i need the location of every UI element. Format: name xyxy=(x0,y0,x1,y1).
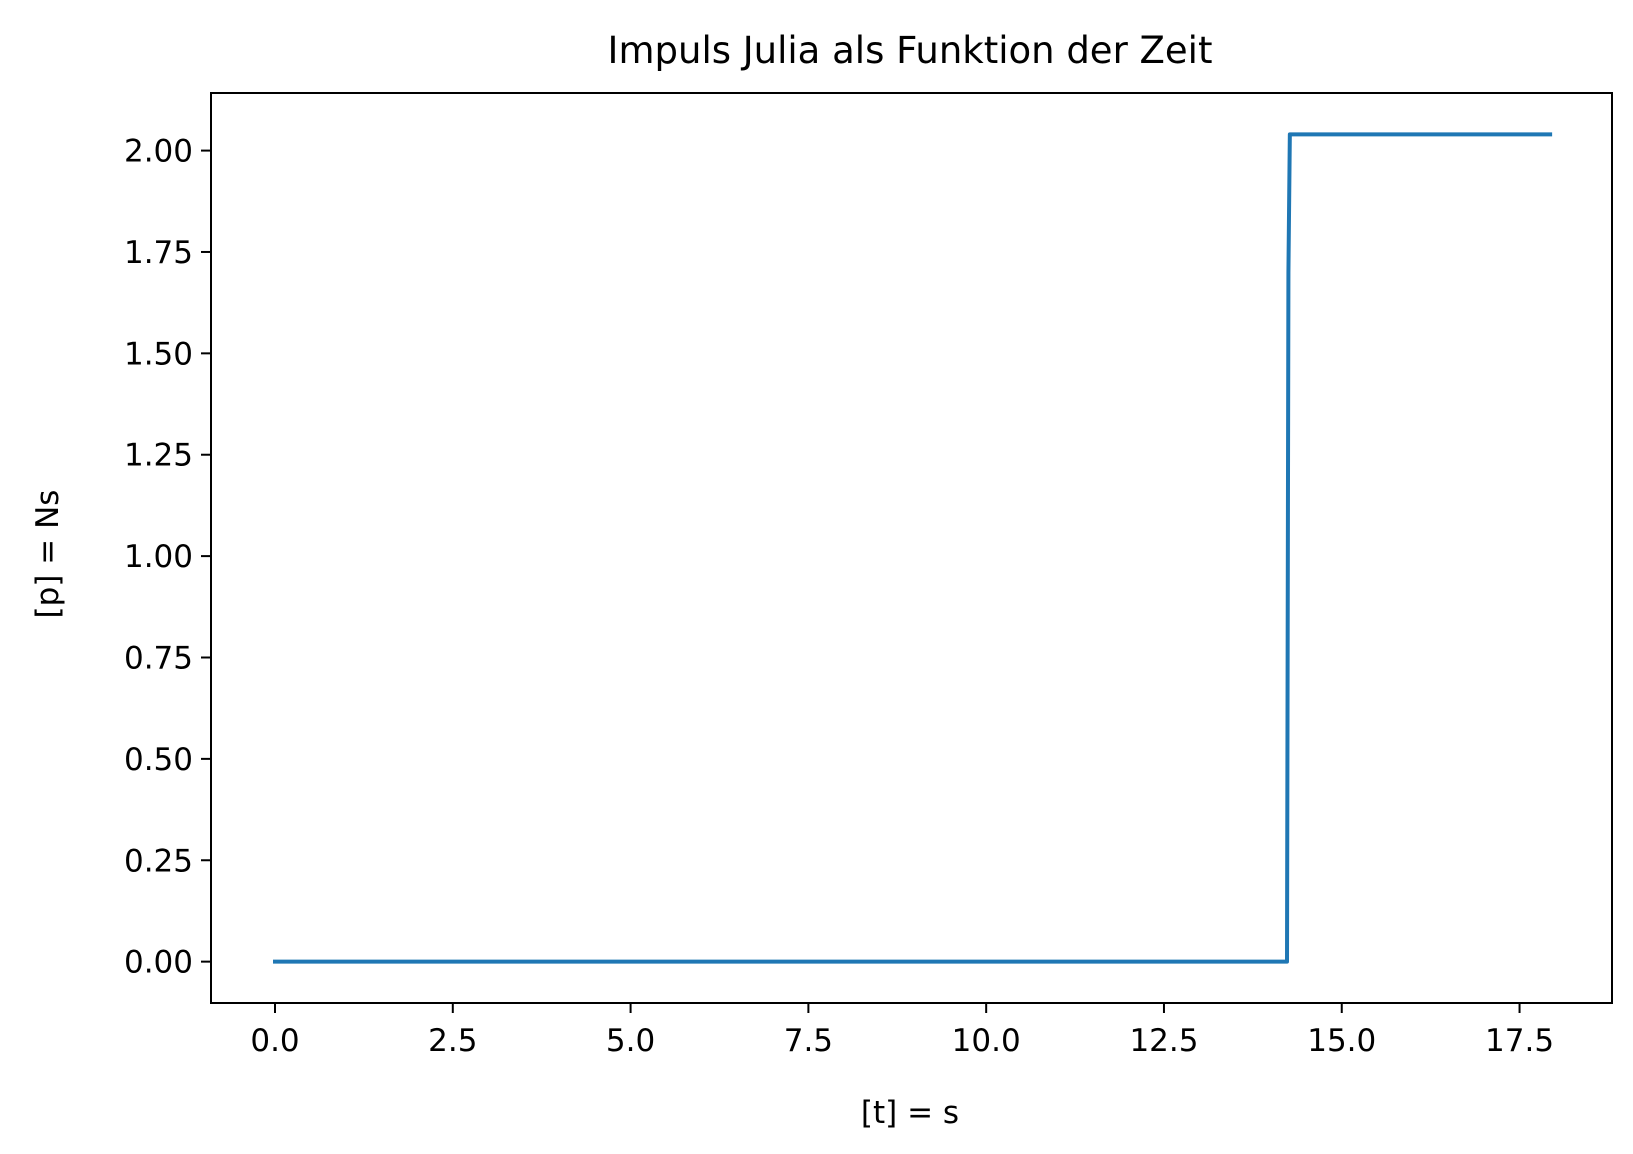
y-tick-label: 1.00 xyxy=(124,539,193,575)
plot-area xyxy=(273,132,1553,964)
y-tick-label: 1.75 xyxy=(124,235,193,271)
series-line xyxy=(273,132,1553,964)
axes-frame xyxy=(210,92,1613,1004)
x-tick-label: 17.5 xyxy=(1485,1023,1554,1059)
y-tick-label: 0.25 xyxy=(124,843,193,879)
x-tick-label: 12.5 xyxy=(1129,1023,1198,1059)
x-tick-label: 2.5 xyxy=(428,1023,477,1059)
x-tick-label: 15.0 xyxy=(1307,1023,1376,1059)
x-tick-label: 7.5 xyxy=(784,1023,833,1059)
y-tick-label: 2.00 xyxy=(124,134,193,170)
x-axis-ticks: 0.0 2.5 5.0 7.5 10.0 12.5 15.0 17.5 xyxy=(250,1003,1554,1059)
y-tick-label: 0.00 xyxy=(124,945,193,981)
chart-title: Impuls Julia als Funktion der Zeit xyxy=(608,29,1213,72)
y-tick-label: 1.25 xyxy=(124,438,193,474)
x-axis-label: [t] = s xyxy=(861,1095,959,1131)
y-tick-label: 0.75 xyxy=(124,640,193,676)
x-tick-label: 10.0 xyxy=(952,1023,1021,1059)
x-tick-label: 0.0 xyxy=(250,1023,299,1059)
y-axis-ticks: 0.00 0.25 0.50 0.75 1.00 1.25 1.50 1.75 2.00 xyxy=(124,134,211,981)
y-tick-label: 0.50 xyxy=(124,742,193,778)
y-tick-label: 1.50 xyxy=(124,336,193,372)
x-tick-label: 5.0 xyxy=(606,1023,655,1059)
y-axis-label: [p] = Ns xyxy=(30,490,66,619)
